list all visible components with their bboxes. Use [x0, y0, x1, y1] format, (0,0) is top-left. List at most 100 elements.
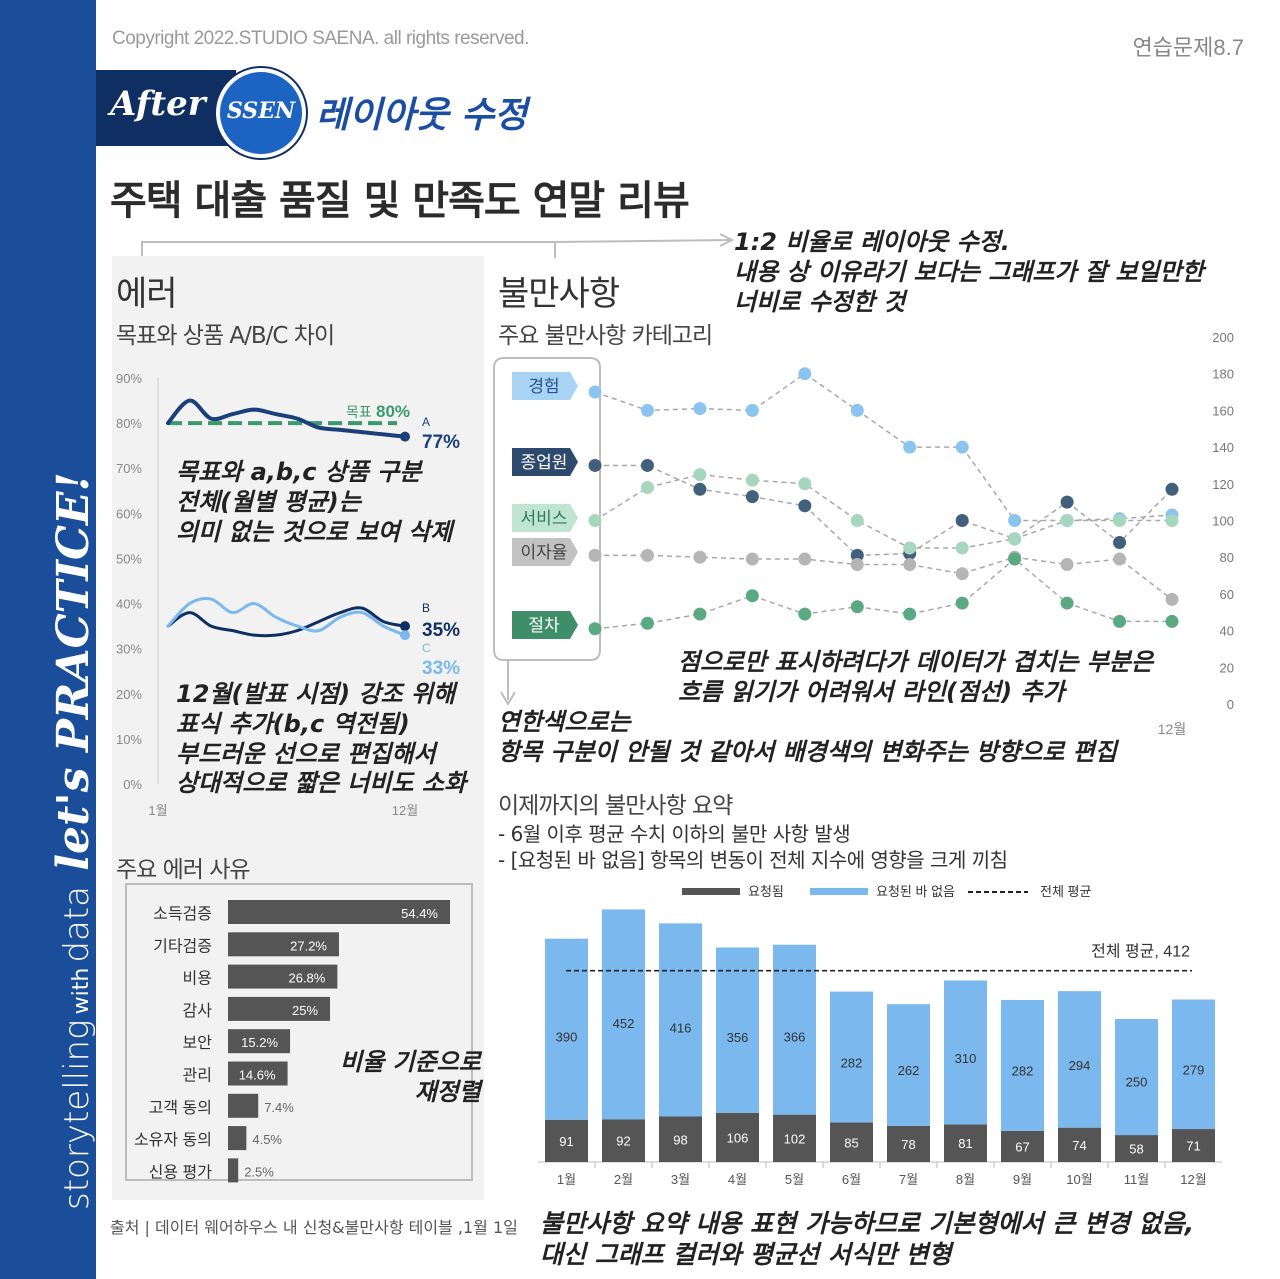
category-point-3 [850, 558, 864, 572]
stack-x-tick: 3월 [671, 1172, 690, 1187]
bar-requested [1001, 1130, 1044, 1162]
bar-not-requested-value: 279 [1183, 1062, 1205, 1077]
error-y-tick: 30% [116, 642, 142, 657]
sidebar-text-practice: let's PRACTICE! [48, 472, 99, 871]
legend-requested: 요청됨 [748, 884, 784, 899]
reason-label: 신용 평가 [149, 1163, 213, 1181]
summary-legend: 요청됨 요청된 바 없음 전체 평균 [682, 884, 1091, 899]
bar-not-requested-value: 294 [1069, 1058, 1091, 1073]
page-title: 주택 대출 품질 및 만족도 연말 리뷰 [110, 178, 690, 224]
series-endpoint-a [400, 431, 410, 442]
category-y-tick: 60 [1220, 587, 1234, 602]
error-y-tick: 80% [116, 416, 142, 431]
bar-not-requested [830, 991, 873, 1123]
category-point-2 [693, 468, 707, 482]
ssen-badge: SSEN [216, 68, 306, 158]
category-label-bg-3 [512, 538, 578, 566]
goal-value-label: 80% [376, 402, 410, 421]
category-point-1 [588, 458, 602, 472]
bar-not-requested-value: 452 [613, 1016, 635, 1031]
bar-not-requested-value: 390 [556, 1029, 578, 1044]
bar-not-requested-value: 366 [784, 1029, 806, 1044]
category-point-3 [1113, 552, 1127, 566]
reason-bar [228, 900, 450, 924]
bar-requested [944, 1124, 987, 1162]
category-point-4 [1113, 614, 1127, 628]
bar-requested-value: 85 [844, 1135, 858, 1150]
legend-not-requested: 요청된 바 없음 [876, 884, 955, 899]
bar-requested-value: 67 [1015, 1139, 1029, 1154]
category-y-tick: 0 [1227, 697, 1234, 712]
sidebar-text-with: with [69, 967, 94, 1015]
goal-label: 목표 [346, 404, 372, 420]
note-december: 12월(발표 시점) 강조 위해 표식 추가(b,c 역전됨) 부드러운 선으로… [176, 680, 467, 798]
reason-bar [228, 1061, 288, 1086]
category-point-3 [693, 550, 707, 564]
note-ratio-sort: 비율 기준으로 재정렬 [340, 1048, 481, 1106]
bar-requested-value: 78 [901, 1137, 915, 1152]
category-point-2 [745, 473, 759, 487]
category-label-1: 종업원 [521, 453, 568, 472]
category-point-4 [955, 596, 969, 610]
legend-swatch-requested [682, 888, 740, 895]
ssen-badge-text: SSEN [226, 98, 296, 124]
category-point-0 [745, 403, 759, 417]
series-value-b: 35% [422, 620, 460, 641]
series-name-c: C [422, 641, 431, 655]
series-value-a: 77% [422, 432, 460, 453]
category-point-2 [1060, 514, 1074, 527]
bar-requested [887, 1125, 930, 1162]
complaint-subheading: 주요 불만사항 카테고리 [498, 323, 713, 349]
category-line-2 [594, 473, 1172, 549]
category-point-0 [588, 385, 602, 399]
error-x-label-end: 12월 [392, 803, 418, 818]
stack-x-tick: 8월 [956, 1172, 975, 1187]
error-y-tick: 90% [116, 371, 142, 386]
stack-x-tick: 7월 [899, 1172, 918, 1187]
stack-x-tick: 5월 [785, 1172, 804, 1187]
category-y-tick: 160 [1212, 403, 1234, 418]
category-point-4 [745, 589, 759, 603]
category-point-1 [1165, 482, 1179, 496]
category-point-1 [850, 548, 864, 562]
category-point-4 [850, 600, 864, 614]
reason-value: 26.8% [288, 971, 325, 986]
category-point-1 [640, 458, 654, 472]
category-point-4 [640, 616, 654, 630]
reasons-bracket [125, 883, 473, 1181]
category-point-1 [1113, 536, 1127, 550]
category-y-tick: 100 [1212, 514, 1234, 529]
error-y-tick: 10% [116, 732, 142, 747]
bar-requested-value: 102 [784, 1131, 806, 1146]
category-label-bg-0 [512, 372, 578, 400]
category-point-1 [798, 499, 812, 513]
category-point-4 [903, 607, 917, 621]
category-point-3 [1165, 592, 1179, 606]
category-point-1 [955, 514, 969, 527]
category-y-tick: 20 [1220, 660, 1234, 675]
reason-bar [228, 996, 331, 1021]
category-y-tick: 140 [1212, 440, 1234, 455]
after-label: After [110, 84, 206, 124]
category-point-3 [588, 548, 602, 562]
reason-value: 7.4% [264, 1100, 294, 1115]
series-value-c: 33% [422, 658, 460, 679]
stack-x-tick: 2월 [614, 1172, 633, 1187]
series-endpoint-c [400, 630, 410, 641]
after-band: After [96, 70, 236, 146]
series-line-b [166, 606, 407, 638]
reasons-heading: 주요 에러 사유 [116, 857, 251, 883]
reason-value: 2.5% [244, 1164, 274, 1179]
category-point-1 [745, 490, 759, 504]
category-y-tick: 80 [1220, 550, 1234, 565]
bar-requested [659, 1116, 702, 1162]
bar-requested-value: 98 [673, 1132, 687, 1147]
bar-requested [716, 1112, 759, 1162]
bar-not-requested [944, 980, 987, 1125]
category-x-label-end: 12월 [1158, 721, 1186, 737]
category-label-4: 절차 [528, 616, 560, 635]
series-name-b: B [422, 601, 430, 615]
stack-x-tick: 11월 [1124, 1172, 1149, 1187]
bar-requested [1172, 1129, 1215, 1162]
category-point-3 [798, 552, 812, 566]
